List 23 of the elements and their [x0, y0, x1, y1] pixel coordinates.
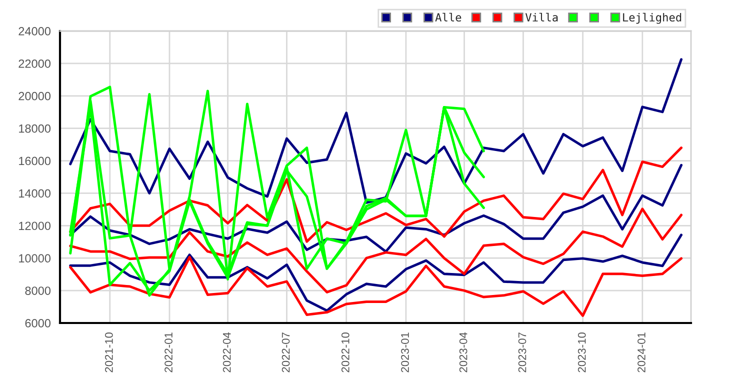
- y-tick-label: 22000: [18, 59, 51, 68]
- y-tick-label: 10000: [19, 254, 51, 263]
- y-tick-label: 8000: [25, 286, 51, 295]
- x-tick-label: 2023-10: [578, 332, 586, 372]
- y-tick-label: 24000: [18, 27, 51, 36]
- x-tick-label: 2023-07: [518, 332, 526, 372]
- legend-label: Alle: [435, 12, 462, 22]
- y-tick-label: 18000: [19, 124, 51, 133]
- y-tick-label: 20000: [18, 92, 51, 100]
- x-tick-label: 2023-04: [459, 332, 468, 372]
- x-tick-label: 2024-01: [638, 332, 646, 372]
- y-tick-label: 12000: [19, 222, 51, 230]
- x-tick-label: 2022-01: [164, 332, 172, 372]
- legend-label: Lejlighed: [623, 12, 682, 24]
- y-tick-label: 16000: [19, 156, 51, 166]
- x-tick-label: 2022-07: [282, 332, 290, 372]
- y-tick-label: 14000: [19, 189, 51, 198]
- x-tick-label: 2023-01: [401, 332, 409, 372]
- x-tick-label: 2022-04: [222, 332, 231, 372]
- x-tick-label: 2022-10: [341, 332, 350, 372]
- y-tick-label: 6000: [25, 319, 51, 328]
- x-tick-label: 2021-10: [105, 332, 113, 372]
- legend-label: Villa: [525, 12, 558, 22]
